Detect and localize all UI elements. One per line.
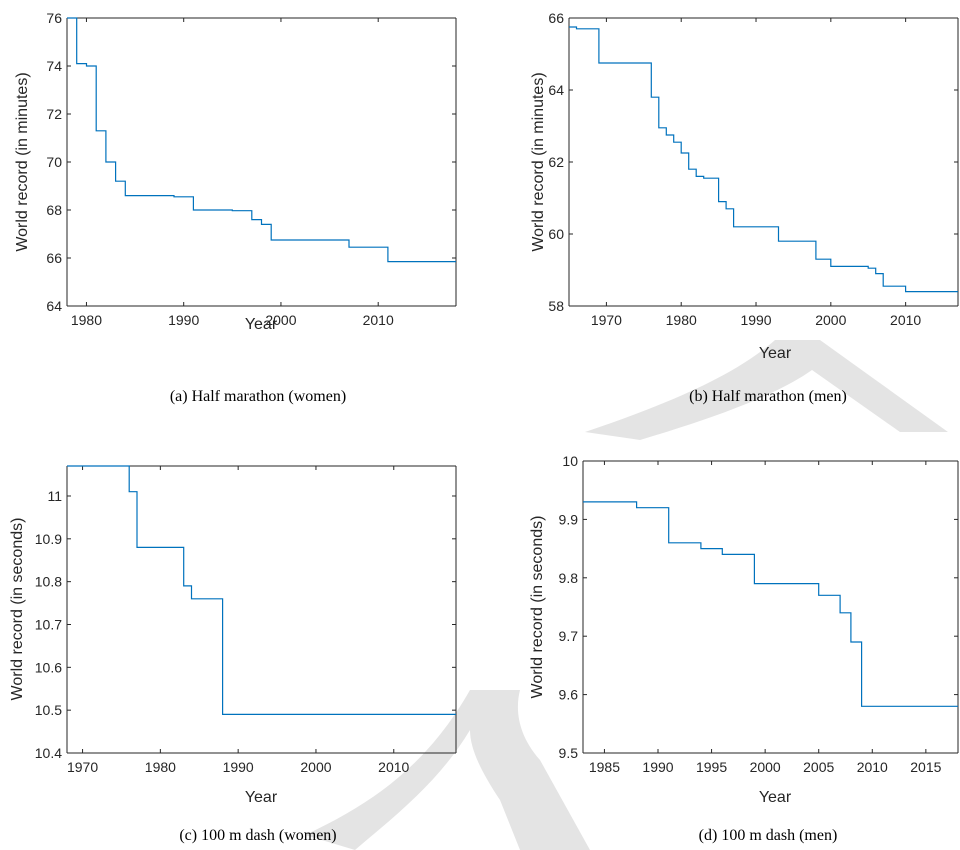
scribble-stroke-upper (585, 340, 948, 440)
chart-b-xtick-label: 1980 (666, 312, 697, 328)
chart-d-xtick-label: 2005 (803, 759, 834, 775)
chart-a-xtick-label: 2010 (363, 312, 394, 328)
chart-a-xtick-label: 2000 (265, 312, 296, 328)
chart-d-ytick-label: 9.6 (559, 687, 579, 703)
chart-b-xlabel: Year (759, 345, 792, 362)
chart-c-ticks: 1970 1980 1990 2000 2010 10.4 10.5 10.6 10.7 10.8… (35, 466, 456, 775)
chart-d-ylabel: World record (in seconds) (529, 516, 546, 699)
chart-d-ytick-label: 10 (562, 453, 578, 469)
chart-a-ytick-label: 76 (46, 10, 62, 26)
chart-b-ytick-label: 64 (548, 82, 564, 98)
chart-b-ytick-label: 60 (548, 226, 564, 242)
scribble-stroke-lower (305, 690, 590, 850)
chart-d-xtick-label: 2000 (750, 759, 781, 775)
chart-panel-a: 1980 1990 2000 2010 64 66 68 70 72 74 76 Year Worl… (14, 10, 457, 405)
chart-d-xtick-label: 1985 (589, 759, 620, 775)
chart-c-xlabel: Year (245, 789, 278, 806)
chart-d-ytick-label: 9.9 (559, 511, 579, 527)
chart-c-xtick-label: 1990 (223, 759, 254, 775)
chart-c-xtick-label: 1980 (145, 759, 176, 775)
chart-c-ytick-label: 10.6 (35, 659, 62, 675)
chart-a-ytick-label: 70 (46, 154, 62, 170)
chart-c-ytick-label: 10.7 (35, 616, 62, 632)
chart-d-ytick-label: 9.5 (559, 745, 579, 761)
chart-d-series-line (583, 501, 958, 707)
chart-a-xtick-label: 1980 (71, 312, 102, 328)
chart-d-ytick-label: 9.8 (559, 570, 579, 586)
chart-a-xtick-label: 1990 (168, 312, 199, 328)
chart-panel-c: 1970 1980 1990 2000 2010 10.4 10.5 10.6 10.7 10.8… (9, 465, 457, 844)
chart-d-ticks: 1985 1990 1995 2000 2005 2010 2015 9.5 9.6 9.7 9.8… (559, 453, 958, 775)
chart-c-xtick-label: 2010 (378, 759, 409, 775)
chart-a-ytick-label: 66 (46, 250, 62, 266)
chart-c-ytick-label: 10.9 (35, 531, 62, 547)
chart-d-xlabel: Year (759, 789, 792, 806)
chart-a-ticks: 1980 1990 2000 2010 64 66 68 70 72 74 76 (46, 10, 456, 328)
chart-panel-d: 1985 1990 1995 2000 2005 2010 2015 9.5 9.6 9.7 9.8… (529, 453, 959, 844)
chart-d-xtick-label: 2010 (857, 759, 888, 775)
chart-c-caption: (c) 100 m dash (women) (179, 827, 336, 844)
chart-d-xtick-label: 1990 (642, 759, 673, 775)
chart-b-xtick-label: 1970 (591, 312, 622, 328)
chart-a-ylabel: World record (in minutes) (14, 72, 31, 251)
chart-b-ytick-label: 66 (548, 10, 564, 26)
chart-c-series-line (67, 465, 456, 715)
chart-c-xtick-label: 2000 (300, 759, 331, 775)
chart-b-xtick-label: 2010 (890, 312, 921, 328)
chart-d-xtick-label: 2015 (910, 759, 941, 775)
chart-b-series-line (569, 26, 958, 293)
chart-panel-b: 1970 1980 1990 2000 2010 58 60 62 64 66 Year Worl… (530, 10, 959, 405)
chart-c-ytick-label: 11 (47, 488, 62, 504)
chart-b-ytick-label: 62 (548, 154, 564, 170)
chart-b-ticks: 1970 1980 1990 2000 2010 58 60 62 64 66 (548, 10, 958, 328)
chart-c-ytick-label: 10.5 (35, 702, 62, 718)
chart-a-caption: (a) Half marathon (women) (170, 388, 346, 405)
chart-d-ytick-label: 9.7 (559, 628, 579, 644)
chart-b-xtick-label: 1990 (740, 312, 771, 328)
chart-b-xtick-label: 2000 (815, 312, 846, 328)
chart-a-ytick-label: 64 (46, 298, 62, 314)
chart-d-caption: (d) 100 m dash (men) (699, 827, 838, 844)
chart-a-ytick-label: 68 (46, 202, 62, 218)
chart-a-xlabel: Year (245, 316, 278, 333)
chart-b-ytick-label: 58 (548, 298, 564, 314)
chart-c-ytick-label: 10.4 (35, 745, 62, 761)
chart-c-ylabel: World record (in seconds) (9, 518, 26, 701)
chart-a-ytick-label: 74 (46, 58, 62, 74)
chart-c-xtick-label: 1970 (67, 759, 98, 775)
chart-a-series-line (67, 17, 456, 263)
chart-c-ytick-label: 10.8 (35, 574, 62, 590)
chart-b-caption: (b) Half marathon (men) (689, 388, 847, 405)
chart-d-xtick-label: 1995 (696, 759, 727, 775)
chart-a-ytick-label: 72 (46, 106, 62, 122)
chart-b-ylabel: World record (in minutes) (530, 72, 547, 251)
